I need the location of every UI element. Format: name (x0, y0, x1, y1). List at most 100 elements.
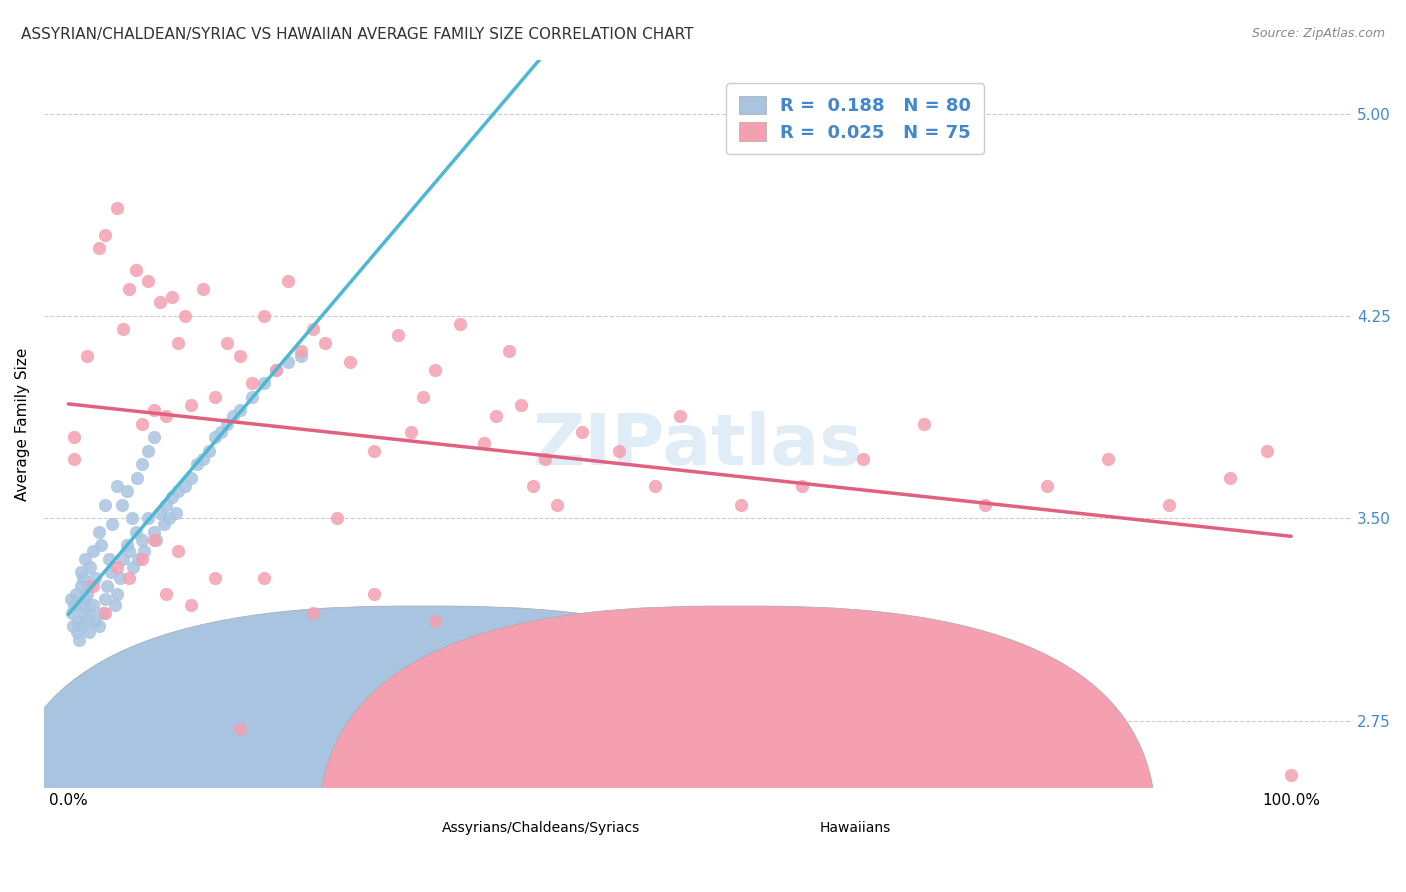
Point (75, 592, 97, 607)
Point (77, 614, 100, 628)
Point (122, 560, 145, 574)
Point (72, 571, 94, 585)
Point (209, 425, 232, 439)
Y-axis label: Average Family Size: Average Family Size (15, 347, 30, 500)
Point (852, 452, 875, 467)
Point (1157, 498, 1180, 512)
Point (136, 274, 159, 288)
Point (387, 327, 409, 342)
Point (217, 417, 239, 431)
Point (105, 201, 128, 215)
Point (105, 479, 128, 493)
Point (326, 511, 349, 525)
Point (290, 350, 312, 364)
Point (73, 606, 96, 620)
Point (77, 624, 100, 639)
Point (75, 551, 97, 566)
Point (87, 619, 110, 633)
Point (339, 355, 361, 369)
Point (112, 322, 135, 336)
Point (115, 538, 138, 552)
Point (264, 363, 287, 377)
Point (112, 551, 135, 566)
Point (607, 443, 630, 458)
Point (228, 350, 250, 364)
Point (84, 614, 107, 628)
Point (105, 587, 128, 601)
Point (485, 409, 508, 423)
Point (534, 452, 557, 467)
Point (105, 560, 128, 574)
Point (111, 498, 134, 512)
Point (124, 263, 146, 277)
Text: Hawaiians: Hawaiians (820, 821, 891, 835)
Point (399, 425, 422, 439)
Point (314, 335, 336, 350)
Text: ZIPatlas: ZIPatlas (533, 411, 863, 480)
Point (155, 587, 177, 601)
Point (65, 587, 87, 601)
Point (449, 317, 471, 331)
Point (204, 430, 226, 444)
Point (70, 619, 93, 633)
Point (125, 471, 148, 485)
Point (240, 390, 263, 404)
Point (186, 458, 208, 472)
Point (149, 506, 172, 520)
Point (152, 516, 174, 531)
Point (76, 587, 98, 601)
Point (425, 614, 447, 628)
Point (62, 619, 84, 633)
Point (228, 722, 250, 736)
Point (546, 498, 568, 512)
Point (142, 524, 165, 539)
Point (69, 566, 91, 580)
Point (96, 579, 118, 593)
Point (108, 571, 131, 585)
Point (66, 624, 89, 639)
Point (67, 614, 90, 628)
Point (191, 452, 214, 467)
Point (363, 443, 385, 458)
Text: Source: ZipAtlas.com: Source: ZipAtlas.com (1251, 27, 1385, 40)
Point (180, 471, 202, 485)
Point (217, 335, 239, 350)
Point (145, 533, 167, 547)
Point (101, 516, 124, 531)
Point (79, 560, 101, 574)
FancyBboxPatch shape (4, 606, 842, 892)
Point (136, 511, 159, 525)
Point (69, 579, 91, 593)
Point (157, 511, 180, 525)
Point (100, 566, 122, 580)
Point (173, 479, 195, 493)
Point (67, 632, 90, 647)
Point (180, 598, 202, 612)
Point (167, 543, 190, 558)
Point (63, 430, 86, 444)
Point (134, 543, 156, 558)
Point (1097, 452, 1119, 467)
Point (59, 592, 82, 607)
Point (222, 409, 245, 423)
Point (149, 295, 172, 310)
Point (277, 274, 299, 288)
Point (1035, 479, 1057, 493)
Point (204, 571, 226, 585)
Point (142, 430, 165, 444)
Point (142, 533, 165, 547)
Point (790, 479, 813, 493)
Text: Assyrians/Chaldeans/Syriacs: Assyrians/Chaldeans/Syriacs (441, 821, 640, 835)
Point (730, 498, 752, 512)
Point (644, 479, 666, 493)
Point (91, 606, 114, 620)
Point (1219, 471, 1241, 485)
Point (571, 425, 593, 439)
Point (155, 409, 177, 423)
Point (167, 484, 190, 499)
Point (104, 598, 127, 612)
Point (228, 403, 250, 417)
Point (118, 543, 141, 558)
Point (142, 403, 165, 417)
Point (87, 242, 110, 256)
